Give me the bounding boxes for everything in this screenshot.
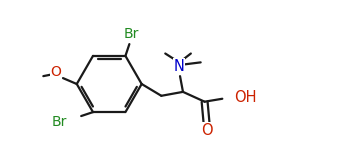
Text: OH: OH [234,90,257,105]
Text: O: O [51,65,62,79]
Text: N: N [174,59,184,74]
Text: O: O [201,123,212,138]
Text: Br: Br [124,27,139,41]
Text: Br: Br [52,115,68,129]
